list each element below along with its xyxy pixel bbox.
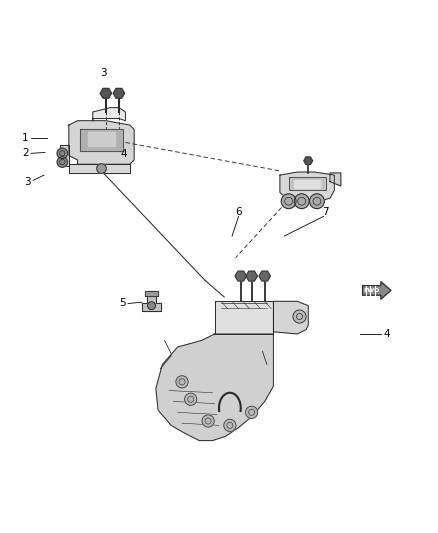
Text: 3: 3 [24,176,31,187]
Polygon shape [69,164,130,173]
Circle shape [57,148,67,158]
Polygon shape [215,301,273,334]
Polygon shape [235,271,247,281]
Text: 5: 5 [119,298,126,309]
Polygon shape [93,108,125,120]
Circle shape [97,164,106,173]
Circle shape [148,302,155,310]
Polygon shape [80,130,123,151]
Polygon shape [156,334,273,441]
Text: 2: 2 [22,148,28,158]
Polygon shape [246,271,257,281]
Circle shape [310,194,324,208]
Polygon shape [60,144,69,166]
Polygon shape [142,295,161,311]
Text: 6: 6 [235,207,242,217]
Polygon shape [294,180,321,188]
Circle shape [293,310,306,323]
Polygon shape [280,172,334,203]
Text: 3: 3 [100,68,107,78]
Circle shape [281,194,296,208]
Text: 7: 7 [322,207,329,217]
Polygon shape [330,173,341,186]
Polygon shape [100,88,112,98]
Text: 1: 1 [22,133,28,143]
Polygon shape [69,120,134,164]
Polygon shape [145,292,158,296]
Circle shape [202,415,214,427]
Circle shape [185,393,197,405]
Circle shape [224,419,236,431]
Polygon shape [113,88,124,98]
Circle shape [294,194,309,208]
Polygon shape [363,282,391,299]
Circle shape [176,376,188,388]
Text: FWD: FWD [364,288,380,293]
Text: 4: 4 [120,149,127,159]
Polygon shape [88,133,115,146]
Polygon shape [259,271,270,281]
Circle shape [57,157,67,167]
Circle shape [246,406,258,418]
Text: 4: 4 [383,329,390,339]
Polygon shape [273,301,308,334]
Polygon shape [289,177,325,190]
Polygon shape [304,157,313,165]
